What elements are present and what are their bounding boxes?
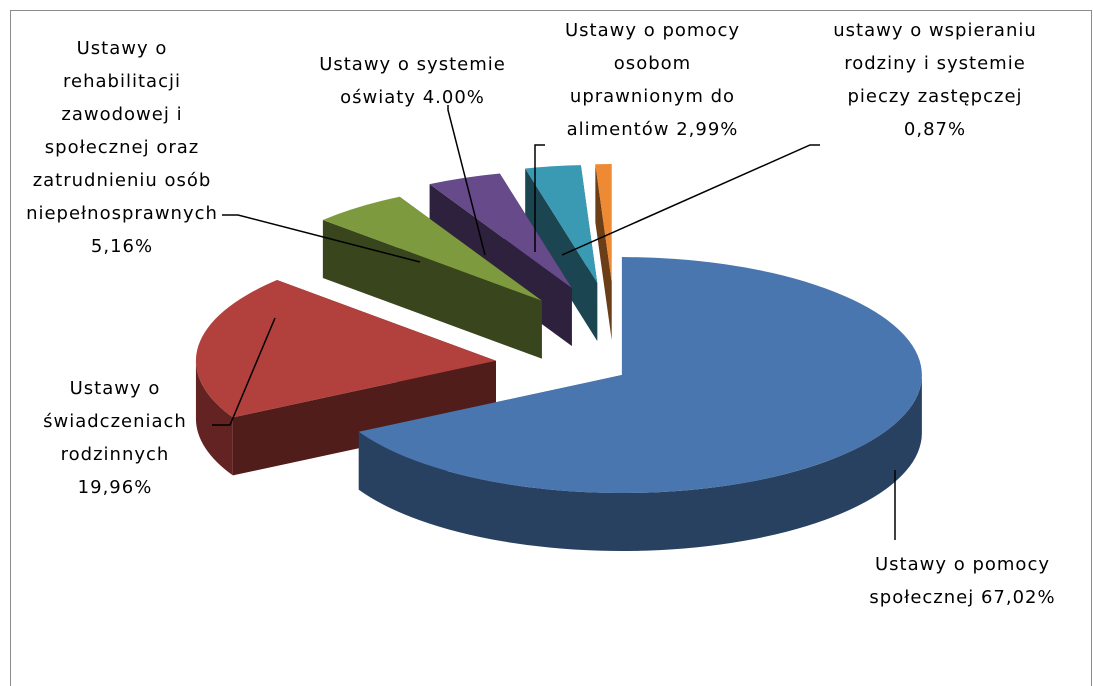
slice-label: Ustawy o pomocy osobom uprawnionym do al… <box>545 14 760 146</box>
leader-line <box>534 144 545 252</box>
leader-line <box>561 144 820 256</box>
slice-name: Ustawy o pomocy społecznej <box>869 554 1050 608</box>
leader-line <box>212 317 276 426</box>
slice <box>358 257 922 494</box>
slice-edge <box>525 168 598 341</box>
slice-name: Ustawy o świadczeniach rodzinnych <box>43 378 187 465</box>
slice-name: Ustawy o rehabilitacji zawodowej i społe… <box>26 38 218 224</box>
chart-frame <box>10 10 1092 686</box>
slice-value: 4.00% <box>422 87 485 108</box>
slice-edge <box>595 164 612 341</box>
slice-name: ustawy o wspieraniu rodziny i systemie p… <box>833 20 1037 107</box>
leader-line <box>447 105 486 256</box>
slice-value: 19,96% <box>77 477 153 498</box>
slice-side <box>195 360 233 476</box>
leader-line <box>222 214 421 263</box>
slice <box>595 164 612 283</box>
slice-value: 67,02% <box>980 587 1056 608</box>
slice <box>195 280 496 418</box>
slice-name: Ustawy o pomocy osobom uprawnionym do al… <box>564 20 740 140</box>
slice-name: Ustawy o systemie oświaty <box>319 54 506 108</box>
slice <box>429 173 572 289</box>
slice-edge <box>322 220 542 359</box>
slice-label: Ustawy o systemie oświaty 4.00% <box>305 48 520 114</box>
slice-value: 5,16% <box>90 236 154 257</box>
slice-value: 2,99% <box>676 119 739 140</box>
slice-label: ustawy o wspieraniu rodziny i systemie p… <box>825 14 1045 146</box>
slice-side <box>358 375 922 552</box>
slice-value: 0,87% <box>903 119 967 140</box>
slice <box>525 165 598 283</box>
slice-label: Ustawy o pomocy społecznej 67,02% <box>850 548 1075 614</box>
slice <box>322 196 542 301</box>
slice-label: Ustawy o rehabilitacji zawodowej i społe… <box>22 32 222 263</box>
slice-label: Ustawy o świadczeniach rodzinnych 19,96% <box>40 372 190 504</box>
